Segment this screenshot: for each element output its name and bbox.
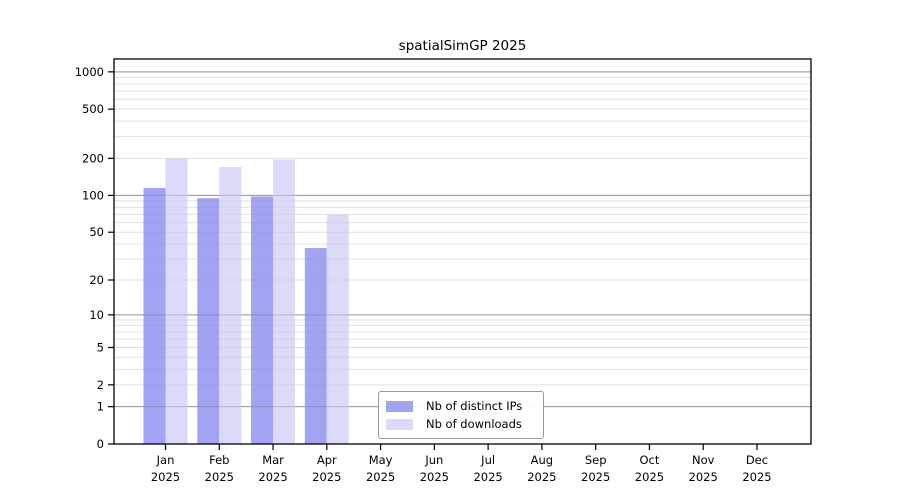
bar-nb-of-downloads-feb — [219, 167, 242, 445]
x-tick-label-year: 2025 — [742, 470, 771, 484]
legend-label-distinct-ips: Nb of distinct IPs — [426, 399, 523, 413]
x-tick-label-month: Feb — [209, 453, 229, 467]
x-tick-label-month: Aug — [531, 453, 553, 467]
x-tick-label-year: 2025 — [635, 470, 664, 484]
legend-swatch-downloads-icon — [386, 418, 413, 430]
y-tick-label: 500 — [82, 102, 104, 116]
x-tick-label-year: 2025 — [205, 470, 234, 484]
axes-spines — [113, 58, 812, 445]
x-tick-label-month: Nov — [692, 453, 715, 467]
x-tick-label-year: 2025 — [258, 470, 287, 484]
y-tick-label: 50 — [89, 225, 104, 239]
x-tick-label-month: Jan — [156, 453, 175, 467]
x-tick-label-year: 2025 — [420, 470, 449, 484]
bar-nb-of-distinct-ips-mar — [251, 196, 274, 444]
x-tick-label-year: 2025 — [473, 470, 502, 484]
bar-nb-of-distinct-ips-apr — [304, 248, 327, 444]
y-tick-label: 2 — [97, 378, 104, 392]
legend-item-distinct-ips: Nb of distinct IPs — [386, 397, 535, 415]
x-tick-label-month: Sep — [585, 453, 607, 467]
x-tick-label-year: 2025 — [151, 470, 180, 484]
x-tick-label-year: 2025 — [527, 470, 556, 484]
x-tick-label-year: 2025 — [581, 470, 610, 484]
bar-nb-of-downloads-apr — [326, 214, 349, 444]
x-tick-label-month: Jul — [480, 453, 495, 467]
y-tick-label: 5 — [97, 340, 104, 354]
x-tick-label-month: Apr — [317, 453, 337, 467]
bar-nb-of-downloads-jan — [165, 158, 188, 445]
x-tick-label-year: 2025 — [366, 470, 395, 484]
bar-nb-of-distinct-ips-jan — [143, 187, 166, 444]
y-tick-label: 20 — [89, 273, 104, 287]
x-tick-label-month: Jun — [424, 453, 443, 467]
legend: Nb of distinct IPs Nb of downloads — [378, 391, 544, 439]
y-tick-label: 100 — [82, 188, 104, 202]
bar-nb-of-downloads-mar — [273, 159, 296, 444]
legend-label-downloads: Nb of downloads — [426, 417, 522, 431]
y-tick-label: 0 — [97, 437, 104, 451]
x-tick-label-year: 2025 — [689, 470, 718, 484]
y-tick-label: 200 — [82, 151, 104, 165]
x-tick-label-month: Mar — [262, 453, 284, 467]
y-tick-label: 1000 — [75, 65, 104, 79]
chart-title: spatialSimGP 2025 — [398, 38, 527, 54]
x-tick-label-month: May — [369, 453, 393, 467]
bar-nb-of-distinct-ips-feb — [197, 198, 220, 444]
y-tick-label: 10 — [89, 308, 104, 322]
x-tick-label-month: Dec — [746, 453, 768, 467]
x-tick-label-year: 2025 — [312, 470, 341, 484]
x-tick-label-month: Oct — [639, 453, 659, 467]
legend-swatch-distinct-ips-icon — [386, 400, 413, 412]
y-tick-label: 1 — [97, 400, 104, 414]
legend-item-downloads: Nb of downloads — [386, 415, 535, 433]
